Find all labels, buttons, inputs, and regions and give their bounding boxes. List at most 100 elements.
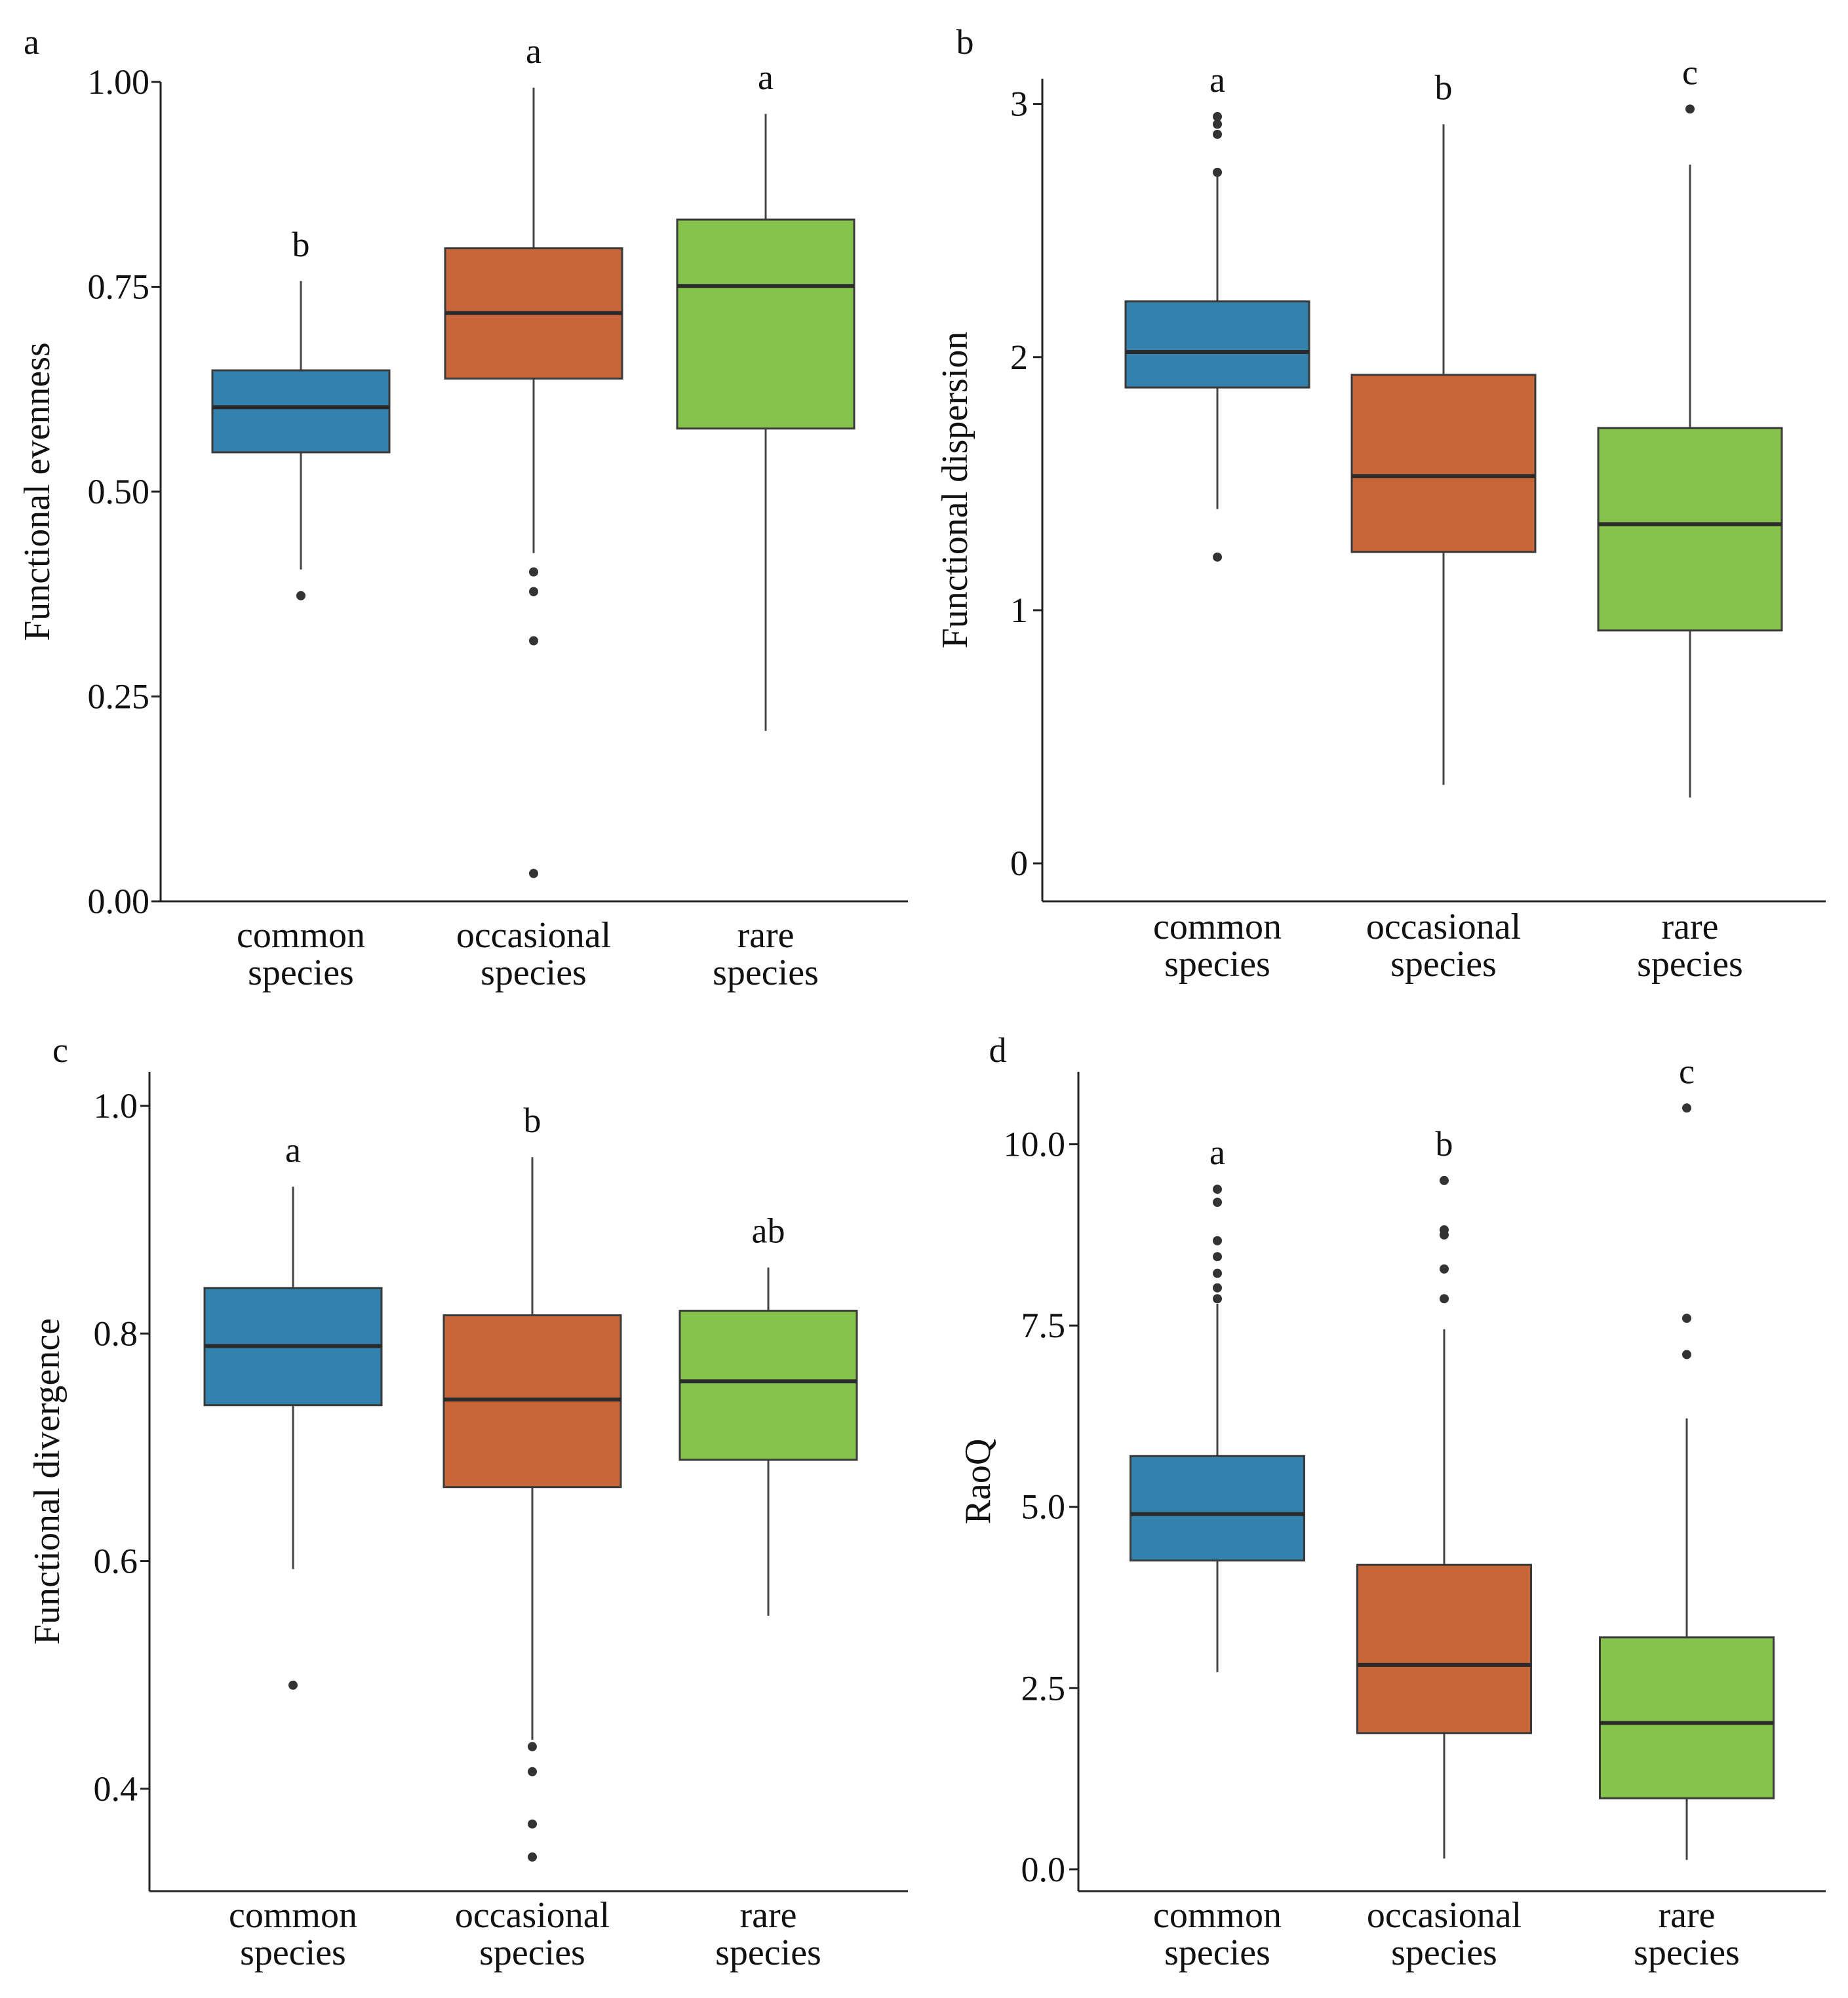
outlier-point — [1685, 104, 1695, 114]
outlier-point — [1682, 1314, 1691, 1323]
box — [1599, 1636, 1775, 1799]
outlier-point — [1440, 1294, 1449, 1304]
outlier-point — [528, 1767, 537, 1776]
y-tick-label: 0.75 — [88, 267, 150, 307]
box — [1130, 1455, 1305, 1562]
significance-letter: b — [1436, 1124, 1453, 1164]
y-tick-label: 10.0 — [1004, 1125, 1066, 1164]
outlier-point — [1440, 1264, 1449, 1274]
x-category-label: species — [1164, 1932, 1270, 1973]
panel-label: a — [24, 22, 39, 62]
outlier-point — [288, 1680, 298, 1690]
outlier-point — [1440, 1230, 1449, 1240]
panel-a: a 0.00 0.25 0.50 0.75 1.00 Functional evenness… — [17, 22, 908, 993]
significance-letter: b — [1435, 68, 1453, 108]
outlier-point — [1213, 111, 1222, 121]
y-tick-label: 5.0 — [1021, 1487, 1066, 1527]
x-category-label: occasional — [455, 1895, 610, 1936]
outlier-point — [529, 869, 538, 878]
outlier-point — [529, 636, 538, 646]
y-axis-title: Functional dispersion — [935, 332, 975, 649]
y-tick-label: 0.0 — [1021, 1850, 1066, 1889]
y-tick-label: 0.00 — [88, 882, 150, 921]
y-tick-label: 3 — [1010, 85, 1028, 124]
y-tick-label: 2.5 — [1021, 1668, 1066, 1708]
outlier-point — [1213, 1294, 1222, 1304]
x-category-label: species — [1637, 944, 1743, 985]
panel-label: c — [52, 1030, 68, 1070]
outlier-point — [296, 591, 305, 600]
box — [678, 1310, 858, 1461]
panel-c: c 0.4 0.6 0.8 1.0 Functional divergence a commo… — [27, 1030, 908, 1973]
significance-letter: c — [1682, 52, 1698, 92]
box — [1356, 1563, 1532, 1734]
x-category-label: species — [713, 952, 819, 993]
x-category-label: species — [1164, 944, 1270, 985]
x-category-label: rare — [1661, 907, 1718, 947]
x-category-label: species — [1634, 1932, 1740, 1973]
y-axis-title: Functional evenness — [17, 342, 58, 641]
x-category-label: species — [240, 1932, 346, 1973]
outlier-point — [1213, 1236, 1222, 1245]
significance-letter: b — [524, 1101, 541, 1140]
significance-letter: a — [526, 31, 541, 71]
box — [676, 218, 855, 430]
box — [1124, 300, 1310, 389]
outlier-point — [529, 587, 538, 597]
panel-d: d0.02.55.07.510.0RaoQacommonspeciesbocca… — [958, 1030, 1826, 1973]
x-category-label: common — [1153, 907, 1282, 947]
significance-letter: ab — [752, 1211, 785, 1251]
outlier-point — [1213, 129, 1222, 139]
y-tick-label: 0.4 — [94, 1769, 138, 1809]
significance-letter: a — [285, 1130, 301, 1169]
y-tick-label: 0.6 — [94, 1542, 138, 1581]
y-tick-label: 1 — [1010, 591, 1028, 630]
x-category-label: species — [1390, 944, 1497, 985]
y-axis-title: RaoQ — [958, 1439, 998, 1525]
significance-letter: a — [1209, 60, 1225, 100]
x-category-label: species — [248, 952, 354, 993]
x-category-label: species — [481, 952, 587, 993]
significance-letter: a — [1209, 1133, 1225, 1172]
outlier-point — [1213, 1268, 1222, 1278]
outlier-point — [1213, 167, 1222, 177]
y-tick-label: 0 — [1010, 844, 1028, 883]
outlier-point — [528, 1852, 537, 1862]
panel-label: d — [989, 1030, 1007, 1070]
y-tick-label: 0.8 — [94, 1314, 138, 1353]
x-category-label: common — [229, 1895, 357, 1936]
outlier-point — [1213, 1252, 1222, 1262]
panel-label: b — [956, 22, 974, 62]
box — [1597, 427, 1783, 632]
x-category-label: occasional — [456, 915, 611, 956]
y-tick-label: 1.0 — [94, 1086, 138, 1126]
significance-letter: a — [758, 58, 774, 97]
y-tick-label: 0.25 — [88, 677, 150, 716]
outlier-point — [529, 567, 538, 577]
outlier-point — [1213, 1198, 1222, 1207]
x-category-label: species — [1391, 1932, 1497, 1973]
outlier-point — [1213, 1185, 1222, 1194]
y-tick-label: 0.50 — [88, 472, 150, 511]
outlier-point — [1440, 1175, 1449, 1185]
box — [211, 369, 391, 454]
x-category-label: rare — [737, 915, 794, 956]
significance-letter: c — [1679, 1051, 1695, 1091]
significance-letter: b — [292, 225, 310, 264]
x-category-label: rare — [1658, 1895, 1715, 1936]
x-category-label: occasional — [1367, 1895, 1522, 1936]
x-category-label: occasional — [1366, 907, 1521, 947]
